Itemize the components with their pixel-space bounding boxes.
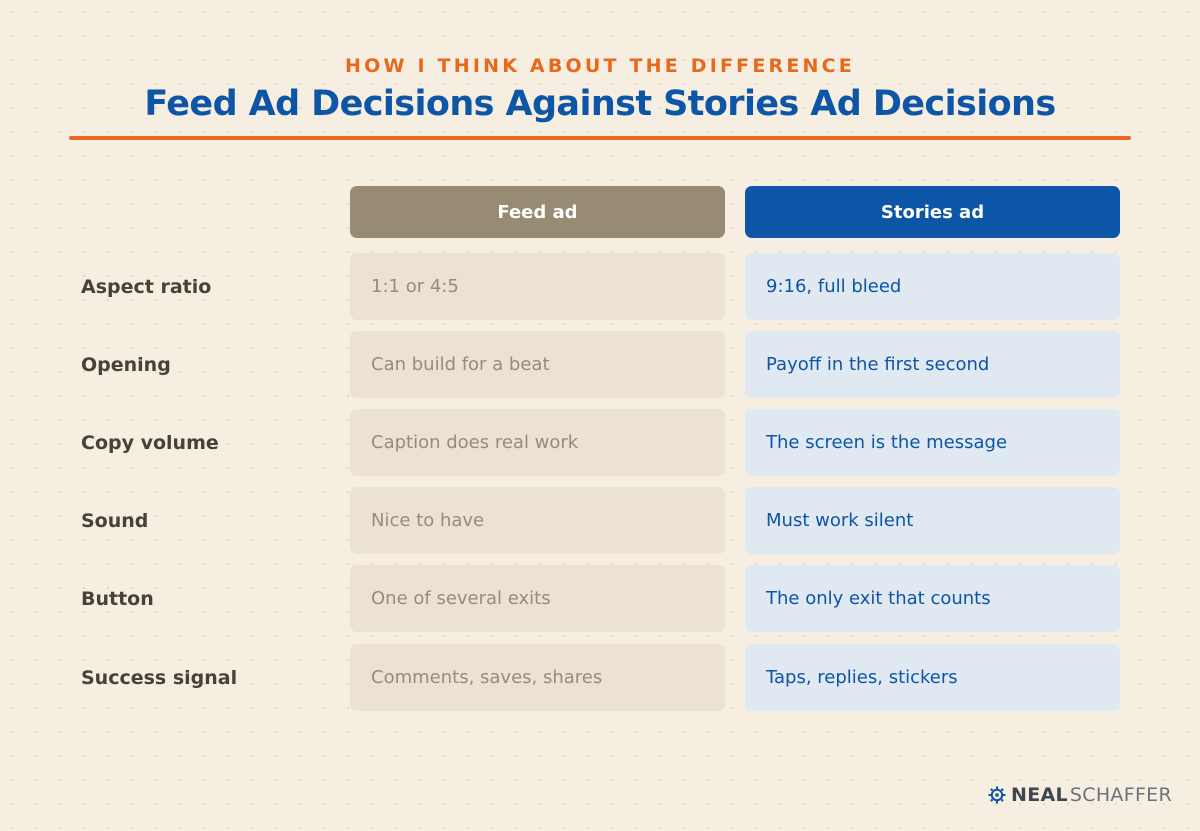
feed-cell: Comments, saves, shares [350, 644, 725, 711]
table-row: Sound Nice to have Must work silent [0, 487, 1200, 554]
gear-logo-icon [988, 786, 1006, 804]
brand-logo: NEAL SCHAFFER [988, 782, 1172, 808]
table-row: Button One of several exits The only exi… [0, 565, 1200, 632]
table-row: Success signal Comments, saves, shares T… [0, 644, 1200, 711]
column-header-stories: Stories ad [745, 186, 1120, 238]
page-title: Feed Ad Decisions Against Stories Ad Dec… [144, 84, 1056, 124]
title-underline [69, 136, 1131, 140]
stories-cell: 9:16, full bleed [745, 253, 1120, 320]
row-label: Opening [81, 353, 171, 376]
page-kicker: HOW I THINK ABOUT THE DIFFERENCE [345, 55, 855, 77]
feed-cell: One of several exits [350, 565, 725, 632]
table-row: Aspect ratio 1:1 or 4:5 9:16, full bleed [0, 253, 1200, 320]
table-row: Copy volume Caption does real work The s… [0, 409, 1200, 476]
row-label: Button [81, 587, 154, 610]
feed-cell: Nice to have [350, 487, 725, 554]
row-label: Aspect ratio [81, 275, 212, 298]
stories-cell: Taps, replies, stickers [745, 644, 1120, 711]
table-row: Opening Can build for a beat Payoff in t… [0, 331, 1200, 398]
row-label: Sound [81, 509, 149, 532]
stories-cell: The only exit that counts [745, 565, 1120, 632]
column-header-feed: Feed ad [350, 186, 725, 238]
row-label: Success signal [81, 666, 238, 689]
stories-cell: Payoff in the first second [745, 331, 1120, 398]
row-label: Copy volume [81, 431, 219, 454]
feed-cell: Caption does real work [350, 409, 725, 476]
brand-name-bold: NEAL [1011, 784, 1068, 806]
feed-cell: Can build for a beat [350, 331, 725, 398]
stories-cell: Must work silent [745, 487, 1120, 554]
stories-cell: The screen is the message [745, 409, 1120, 476]
brand-name-light: SCHAFFER [1069, 784, 1172, 806]
feed-cell: 1:1 or 4:5 [350, 253, 725, 320]
